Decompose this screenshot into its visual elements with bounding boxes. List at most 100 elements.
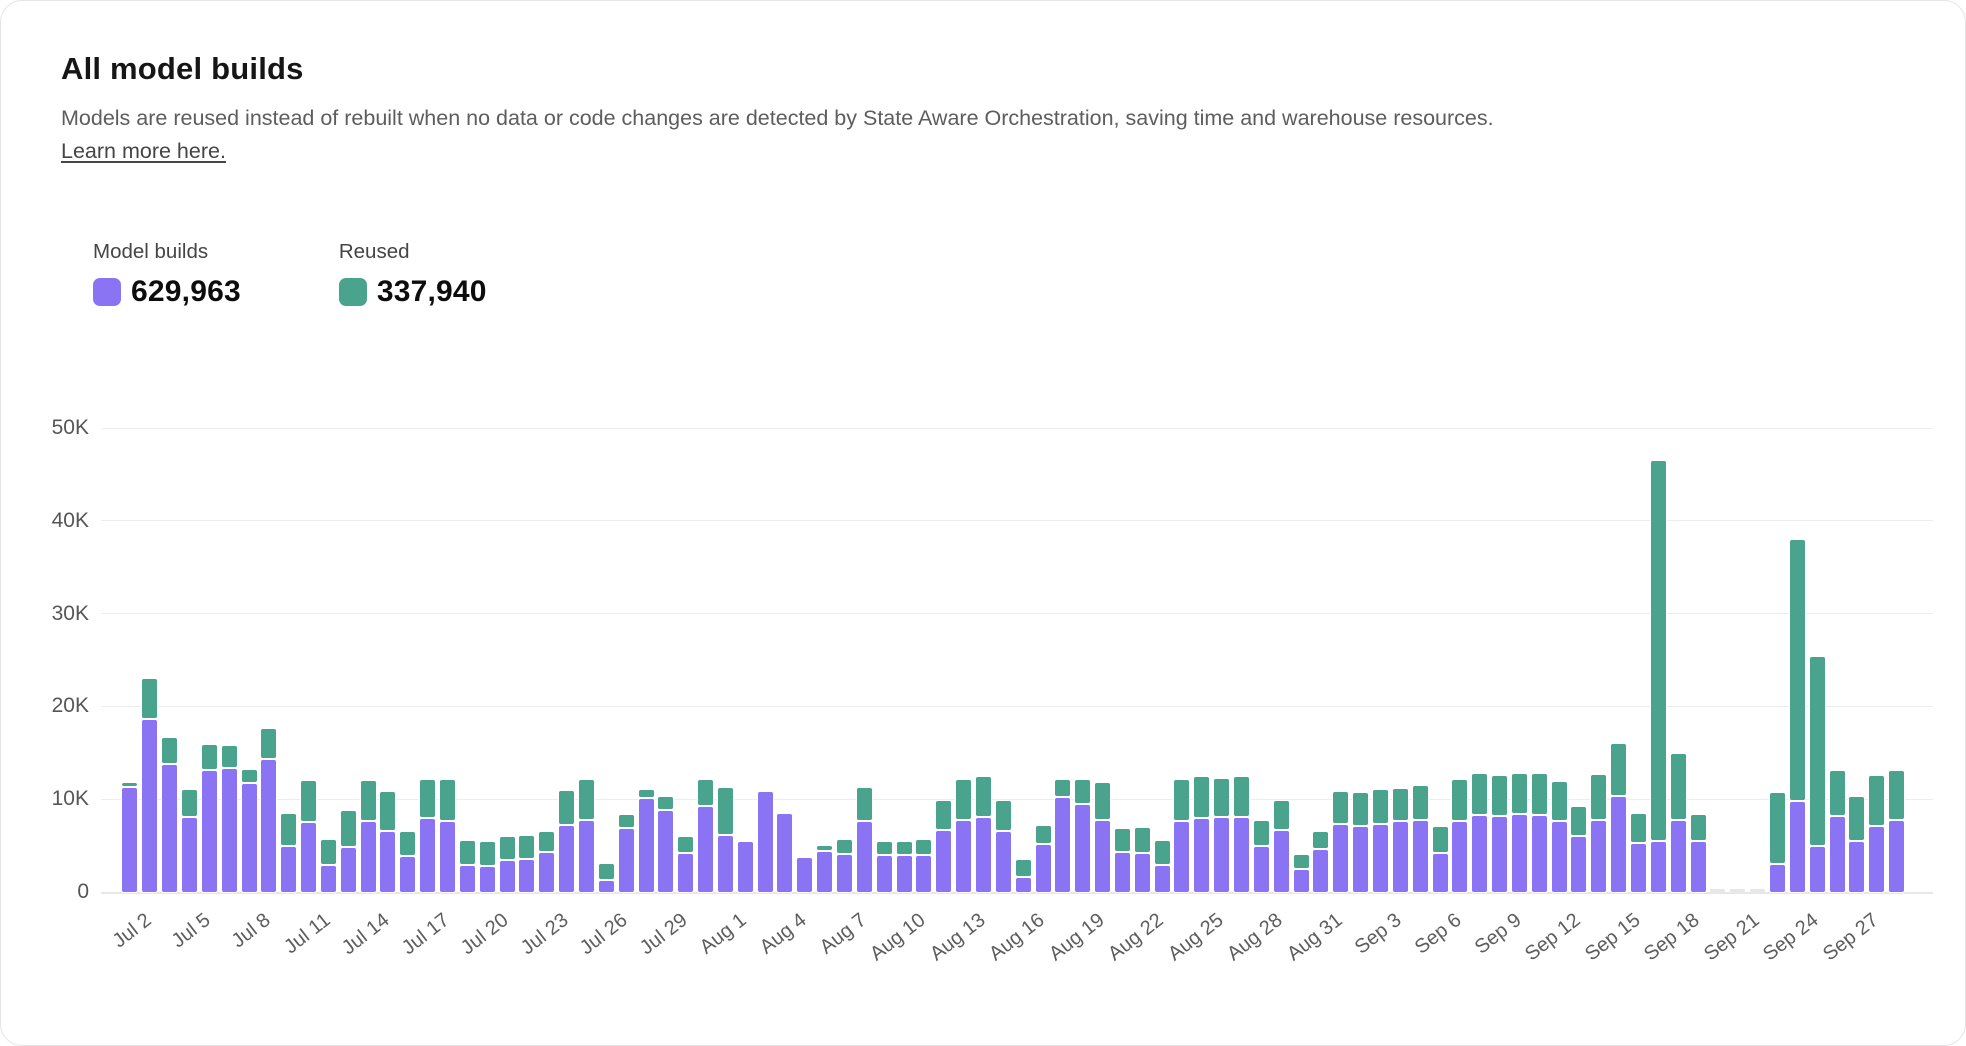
reused-bar[interactable] <box>1074 779 1092 804</box>
model-builds-bar[interactable] <box>1094 819 1112 893</box>
reused-bar[interactable] <box>399 831 417 856</box>
model-builds-bar[interactable] <box>1630 842 1648 893</box>
reused-bar[interactable] <box>498 836 516 861</box>
model-builds-bar[interactable] <box>300 822 318 893</box>
model-builds-bar[interactable] <box>1828 815 1846 893</box>
reused-bar[interactable] <box>1233 775 1251 817</box>
reused-bar[interactable] <box>280 812 298 847</box>
reused-bar[interactable] <box>1094 782 1112 820</box>
reused-bar[interactable] <box>617 813 635 828</box>
model-builds-bar[interactable] <box>498 860 516 893</box>
model-builds-bar[interactable] <box>1173 821 1191 893</box>
model-builds-bar[interactable] <box>1610 796 1628 893</box>
reused-bar[interactable] <box>657 796 675 811</box>
model-builds-bar[interactable] <box>260 759 278 893</box>
model-builds-bar[interactable] <box>617 827 635 893</box>
reused-bar[interactable] <box>1570 806 1588 837</box>
reused-bar[interactable] <box>816 845 834 852</box>
reused-bar[interactable] <box>697 778 715 806</box>
reused-bar[interactable] <box>836 838 854 854</box>
reused-bar[interactable] <box>1272 799 1290 830</box>
reused-bar[interactable] <box>1371 788 1389 825</box>
model-builds-bar[interactable] <box>1213 816 1231 893</box>
reused-bar[interactable] <box>637 788 655 799</box>
learn-more-link[interactable]: Learn more here. <box>61 139 226 163</box>
model-builds-bar[interactable] <box>895 854 913 893</box>
reused-bar[interactable] <box>538 830 556 853</box>
reused-bar[interactable] <box>1113 827 1131 853</box>
model-builds-bar[interactable] <box>1649 840 1667 893</box>
reused-bar[interactable] <box>974 775 992 817</box>
reused-bar[interactable] <box>577 778 595 820</box>
model-builds-bar[interactable] <box>478 865 496 893</box>
model-builds-bar[interactable] <box>1471 814 1489 893</box>
model-builds-bar[interactable] <box>637 798 655 893</box>
model-builds-bar[interactable] <box>1133 852 1151 893</box>
model-builds-bar[interactable] <box>1888 819 1906 893</box>
reused-bar[interactable] <box>1213 777 1231 817</box>
model-builds-bar[interactable] <box>339 847 357 893</box>
reused-bar[interactable] <box>1590 773 1608 820</box>
reused-bar[interactable] <box>597 863 615 880</box>
reused-bar[interactable] <box>1530 773 1548 815</box>
reused-bar[interactable] <box>1610 743 1628 797</box>
reused-bar[interactable] <box>240 769 258 784</box>
model-builds-bar[interactable] <box>220 767 238 893</box>
reused-bar[interactable] <box>1510 773 1528 814</box>
model-builds-bar[interactable] <box>1193 817 1211 893</box>
model-builds-bar[interactable] <box>855 821 873 893</box>
model-builds-bar[interactable] <box>121 787 139 893</box>
reused-bar[interactable] <box>677 836 695 853</box>
reused-bar[interactable] <box>1471 773 1489 815</box>
reused-bar[interactable] <box>1451 779 1469 822</box>
model-builds-bar[interactable] <box>1034 843 1052 893</box>
model-builds-bar[interactable] <box>1550 821 1568 893</box>
reused-bar[interactable] <box>955 779 973 820</box>
model-builds-bar[interactable] <box>1808 845 1826 893</box>
reused-bar[interactable] <box>1828 770 1846 816</box>
model-builds-bar[interactable] <box>180 816 198 893</box>
reused-bar[interactable] <box>1352 791 1370 827</box>
reused-bar[interactable] <box>359 780 377 822</box>
model-builds-bar[interactable] <box>1312 849 1330 893</box>
reused-bar[interactable] <box>1550 781 1568 822</box>
model-builds-bar[interactable] <box>161 763 179 893</box>
reused-bar[interactable] <box>478 840 496 866</box>
model-builds-bar[interactable] <box>1570 836 1588 893</box>
model-builds-bar[interactable] <box>994 830 1012 893</box>
model-builds-bar[interactable] <box>1252 845 1270 893</box>
reused-bar[interactable] <box>161 736 179 764</box>
reused-bar[interactable] <box>1292 853 1310 869</box>
model-builds-bar[interactable] <box>538 852 556 893</box>
model-builds-bar[interactable] <box>1868 826 1886 893</box>
model-builds-bar[interactable] <box>359 821 377 893</box>
reused-bar[interactable] <box>1808 656 1826 846</box>
model-builds-bar[interactable] <box>577 819 595 893</box>
model-builds-bar[interactable] <box>875 854 893 893</box>
reused-bar[interactable] <box>1173 779 1191 822</box>
model-builds-bar[interactable] <box>974 816 992 893</box>
reused-bar[interactable] <box>1312 831 1330 850</box>
reused-bar[interactable] <box>220 745 238 768</box>
model-builds-bar[interactable] <box>955 819 973 893</box>
reused-bar[interactable] <box>300 780 318 823</box>
model-builds-bar[interactable] <box>141 719 159 893</box>
reused-bar[interactable] <box>1788 539 1806 801</box>
model-builds-bar[interactable] <box>1233 816 1251 893</box>
model-builds-bar[interactable] <box>458 865 476 893</box>
reused-bar[interactable] <box>1054 778 1072 798</box>
model-builds-bar[interactable] <box>1054 797 1072 893</box>
reused-bar[interactable] <box>1888 770 1906 820</box>
reused-bar[interactable] <box>339 810 357 848</box>
model-builds-bar[interactable] <box>816 851 834 893</box>
model-builds-bar[interactable] <box>736 840 754 893</box>
reused-bar[interactable] <box>1252 820 1270 846</box>
reused-bar[interactable] <box>994 799 1012 831</box>
reused-bar[interactable] <box>716 786 734 836</box>
model-builds-bar[interactable] <box>657 810 675 893</box>
reused-bar[interactable] <box>1133 826 1151 853</box>
reused-bar[interactable] <box>458 839 476 866</box>
model-builds-bar[interactable] <box>1352 826 1370 893</box>
model-builds-bar[interactable] <box>399 855 417 893</box>
